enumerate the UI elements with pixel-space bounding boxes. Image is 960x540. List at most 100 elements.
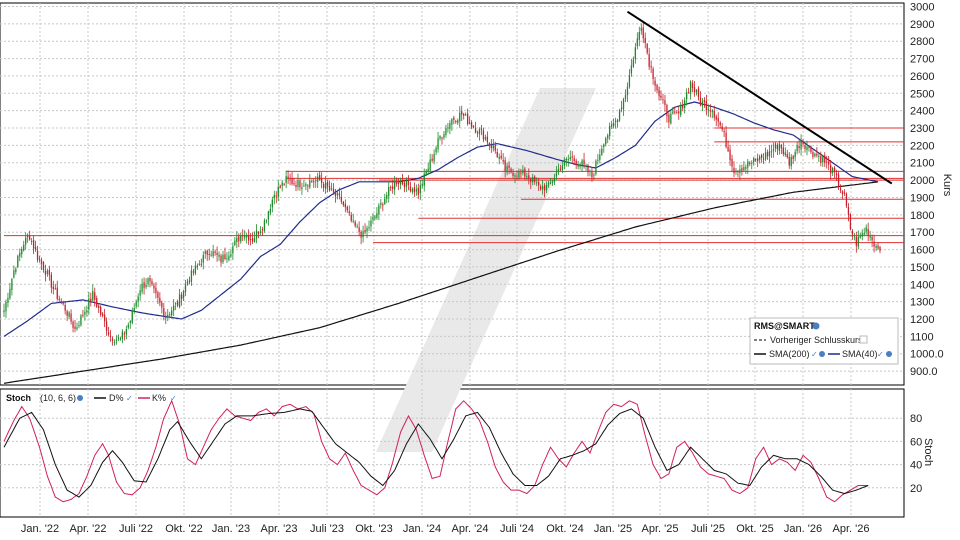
- candle-body: [139, 290, 141, 296]
- stoch-k-check-icon[interactable]: ✓: [170, 394, 177, 403]
- candle-body: [792, 156, 794, 160]
- candle-body: [283, 183, 285, 185]
- candle-body: [348, 211, 350, 214]
- legend-sma40-check-icon[interactable]: ✓: [877, 350, 884, 359]
- candle-body: [733, 167, 735, 174]
- candle-body: [628, 75, 631, 87]
- candle-body: [313, 181, 315, 183]
- trendline: [626, 10, 893, 185]
- candle-body: [496, 152, 498, 157]
- candle-body: [376, 213, 378, 219]
- candle-body: [344, 203, 346, 208]
- candle-body: [530, 179, 532, 183]
- candle-body: [818, 156, 820, 158]
- time-tick-label: Juli '24: [500, 523, 534, 535]
- candle-body: [90, 298, 92, 302]
- candle-body: [17, 255, 19, 268]
- candle-body: [747, 161, 749, 168]
- candle-body: [859, 236, 861, 238]
- candle-body: [362, 231, 364, 238]
- candle-body: [384, 198, 386, 205]
- candle-body: [111, 338, 114, 341]
- candle-body: [543, 185, 546, 191]
- candle-body: [131, 310, 133, 323]
- candle-body: [869, 236, 871, 238]
- legend-sma200-settings-icon[interactable]: [819, 351, 825, 357]
- candle-body: [184, 284, 187, 292]
- candle-body: [721, 126, 723, 130]
- candle-body: [737, 171, 739, 173]
- candle-body: [178, 294, 181, 308]
- candle-body: [301, 187, 303, 189]
- candle-body: [251, 238, 254, 242]
- candle-body: [648, 54, 650, 67]
- candle-body: [867, 229, 869, 237]
- candle-body: [587, 164, 589, 173]
- candle-body: [743, 167, 745, 171]
- legend-symbol-icon[interactable]: [812, 322, 820, 330]
- candle-body: [780, 144, 783, 149]
- candle-body: [358, 227, 360, 233]
- candle-body: [279, 185, 281, 188]
- stoch-tick-label: 80: [910, 413, 922, 425]
- price-tick-label: 1400: [910, 279, 934, 291]
- candle-body: [514, 175, 516, 177]
- candle-body: [370, 220, 372, 227]
- candle-body: [82, 314, 84, 316]
- candle-body: [74, 326, 76, 329]
- candle-body: [561, 165, 564, 171]
- stoch-panel: [0, 388, 905, 518]
- candle-body: [855, 236, 857, 246]
- time-tick-label: Jan. '22: [21, 523, 59, 535]
- candle-body: [830, 165, 832, 174]
- candle-body: [612, 123, 615, 127]
- candle-body: [395, 182, 398, 184]
- candle-body: [392, 186, 394, 190]
- price-tick-label: 1100: [910, 331, 934, 343]
- candle-body: [798, 145, 800, 149]
- time-tick-label: Jan. '24: [403, 523, 441, 535]
- candlesticks: [3, 22, 881, 346]
- candle-body: [208, 253, 210, 255]
- candle-body: [281, 182, 283, 187]
- candle-body: [577, 165, 579, 167]
- candle-body: [800, 141, 802, 150]
- candle-body: [861, 233, 863, 237]
- candle-body: [411, 188, 414, 192]
- candle-body: [261, 229, 264, 231]
- legend-prev-close-checkbox[interactable]: [859, 335, 868, 344]
- stoch-d-check-icon[interactable]: ✓: [126, 394, 133, 403]
- candle-body: [455, 121, 457, 123]
- candle-body: [790, 156, 792, 167]
- candle-body: [319, 174, 321, 180]
- candle-body: [687, 92, 690, 94]
- candle-body: [717, 118, 719, 122]
- candle-body: [84, 311, 86, 315]
- candle-body: [285, 175, 287, 184]
- candle-body: [352, 220, 354, 222]
- price-tick-label: 2100: [910, 158, 934, 170]
- candle-body: [324, 182, 327, 189]
- candle-body: [186, 281, 189, 285]
- candle-body: [299, 180, 301, 188]
- price-tick-label: 1500: [910, 262, 934, 274]
- candle-body: [684, 100, 686, 108]
- candle-body: [11, 278, 13, 291]
- price-tick-label: 2200: [910, 140, 934, 152]
- candle-body: [668, 114, 670, 123]
- time-tick-label: Jan. '23: [212, 523, 250, 535]
- legend-sma40-settings-icon[interactable]: [886, 351, 892, 357]
- candle-body: [443, 134, 445, 138]
- candle-body: [267, 211, 270, 220]
- candle-body: [171, 310, 173, 316]
- legend-sma200-check-icon[interactable]: ✓: [811, 350, 818, 359]
- candle-body: [569, 157, 571, 160]
- candle-body: [565, 158, 567, 161]
- stoch-settings-icon[interactable]: [77, 395, 83, 401]
- price-tick-label: 2400: [910, 106, 934, 118]
- candle-body: [461, 111, 463, 115]
- candle-body: [468, 122, 471, 124]
- candle-body: [196, 265, 199, 268]
- candle-body: [374, 216, 376, 219]
- candle-body: [685, 92, 688, 100]
